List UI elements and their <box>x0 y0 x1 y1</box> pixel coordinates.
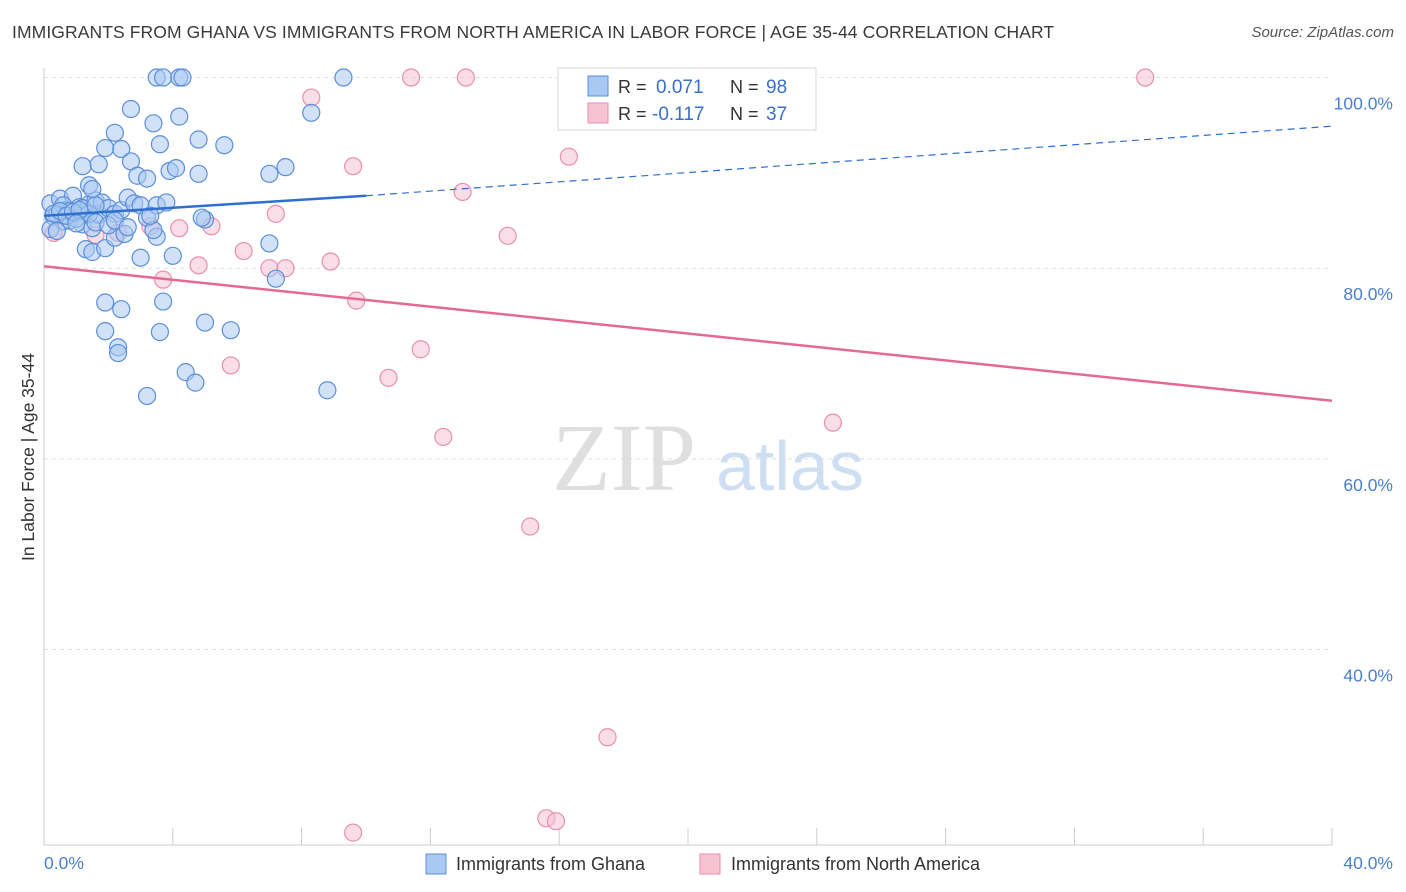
ghana-point-38 <box>73 157 92 176</box>
watermark: ZIP atlas <box>552 404 864 511</box>
ghana-point-67 <box>260 234 279 253</box>
ghana-point-62 <box>302 103 321 122</box>
ghana-point-73 <box>131 248 150 267</box>
x-tick-label-max: 40.0% <box>1343 853 1393 873</box>
north-america-point-24 <box>379 368 398 387</box>
ghana-point-47 <box>137 169 157 188</box>
ghana-point-60 <box>173 68 192 87</box>
ghana-point-51 <box>189 164 208 183</box>
north-america-point-28 <box>598 728 617 747</box>
legend-n-label-ghana: N = <box>730 77 759 97</box>
legend-r-value-ghana: 0.071 <box>656 77 704 98</box>
watermark-atlas: atlas <box>716 427 864 505</box>
ghana-point-63 <box>260 164 279 183</box>
ghana-point-79 <box>96 322 115 341</box>
ghana-point-76 <box>96 293 115 312</box>
bottom-legend-swatch-ghana <box>425 853 447 875</box>
y-tick-label-2: 60.0% <box>1343 475 1393 495</box>
north-america-point-16 <box>401 68 421 87</box>
y-tick-label-3: 40.0% <box>1343 666 1393 686</box>
ghana-point-41 <box>89 155 108 174</box>
ghana-point-83 <box>195 313 215 332</box>
trend-line-ghana-extension <box>365 125 1333 197</box>
bottom-legend-label-ghana: Immigrants from Ghana <box>456 854 646 874</box>
ghana-point-40 <box>83 179 102 199</box>
ghana-point-66 <box>192 208 211 227</box>
ghana-point-48 <box>150 135 170 154</box>
north-america-point-14 <box>302 88 321 107</box>
north-america-point-31 <box>546 812 566 831</box>
y-tick-labels: 100.0% 80.0% 60.0% 40.0% <box>1334 94 1393 686</box>
ghana-point-84 <box>221 321 240 340</box>
ghana-point-64 <box>276 158 295 177</box>
north-america-point-11 <box>266 204 285 223</box>
north-america-point-23 <box>411 340 430 359</box>
ghana-point-97 <box>141 206 160 225</box>
legend-swatch-north-america <box>587 102 609 124</box>
ghana-point-77 <box>112 300 131 319</box>
y-tick-label-0: 100.0% <box>1334 94 1393 114</box>
legend-n-value-north-america: 37 <box>766 104 787 125</box>
chart-title: IMMIGRANTS FROM GHANA VS IMMIGRANTS FROM… <box>12 22 1055 42</box>
source-label: Source: ZipAtlas.com <box>1251 24 1394 41</box>
x-tick-marks <box>172 828 1333 845</box>
ghana-point-58 <box>154 68 173 87</box>
legend-swatch-ghana <box>587 75 609 97</box>
ghana-point-43 <box>105 123 124 142</box>
ghana-point-86 <box>186 373 205 392</box>
north-america-point-19 <box>498 226 517 245</box>
legend-box: R = 0.071 N = 98 R = -0.117 N = 37 <box>557 67 817 131</box>
bottom-legend-label-north-america: Immigrants from North America <box>731 854 981 874</box>
legend-r-label-ghana: R = <box>618 77 647 97</box>
ghana-point-56 <box>170 107 189 126</box>
north-america-point-20 <box>559 147 578 166</box>
ghana-point-55 <box>144 114 163 133</box>
north-america-point-29 <box>823 413 843 432</box>
trend-line-ghana <box>43 194 367 218</box>
bottom-legend: Immigrants from Ghana Immigrants from No… <box>425 853 981 875</box>
ghana-point-44 <box>112 139 131 159</box>
bottom-legend-swatch-north-america <box>699 853 721 875</box>
north-america-point-12 <box>321 252 340 271</box>
north-america-point-27 <box>521 517 540 536</box>
ghana-point-68 <box>266 269 285 288</box>
ghana-point-42 <box>96 138 115 158</box>
north-america-point-15 <box>344 157 363 176</box>
ghana-point-88 <box>318 381 337 400</box>
y-axis-label: In Labor Force | Age 35-44 <box>18 353 38 561</box>
legend-n-label-north-america: N = <box>730 104 759 124</box>
north-america-point-22 <box>1136 68 1155 87</box>
watermark-zip: ZIP <box>552 404 696 511</box>
north-america-point-26 <box>434 427 453 447</box>
north-america-point-25 <box>221 356 240 375</box>
north-america-point-32 <box>344 823 363 842</box>
ghana-point-54 <box>121 99 141 119</box>
north-america-point-17 <box>456 68 475 87</box>
ghana-point-78 <box>154 292 173 311</box>
ghana-point-50 <box>166 159 186 178</box>
ghana-point-53 <box>215 136 234 155</box>
north-america-point-18 <box>453 182 472 202</box>
ghana-point-87 <box>137 386 157 406</box>
x-tick-label-min: 0.0% <box>44 853 84 873</box>
ghana-point-94 <box>67 214 86 233</box>
legend-r-value-north-america: -0.117 <box>652 104 704 125</box>
trend-lines <box>43 125 1333 402</box>
ghana-point-75 <box>163 246 182 265</box>
trend-line-north-america <box>43 265 1333 402</box>
ghana-point-93 <box>47 221 66 241</box>
legend-n-value-ghana: 98 <box>766 77 787 98</box>
north-america-point-8 <box>189 256 208 275</box>
ghana-point-81 <box>108 343 128 363</box>
ghana-point-82 <box>150 322 170 342</box>
north-america-point-4 <box>170 219 189 238</box>
legend-r-label-north-america: R = <box>618 104 647 124</box>
ghana-point-52 <box>189 130 208 149</box>
north-america-point-6 <box>234 241 253 261</box>
y-tick-label-1: 80.0% <box>1343 284 1393 304</box>
ghana-point-96 <box>118 218 137 237</box>
ghana-point-61 <box>334 68 353 87</box>
